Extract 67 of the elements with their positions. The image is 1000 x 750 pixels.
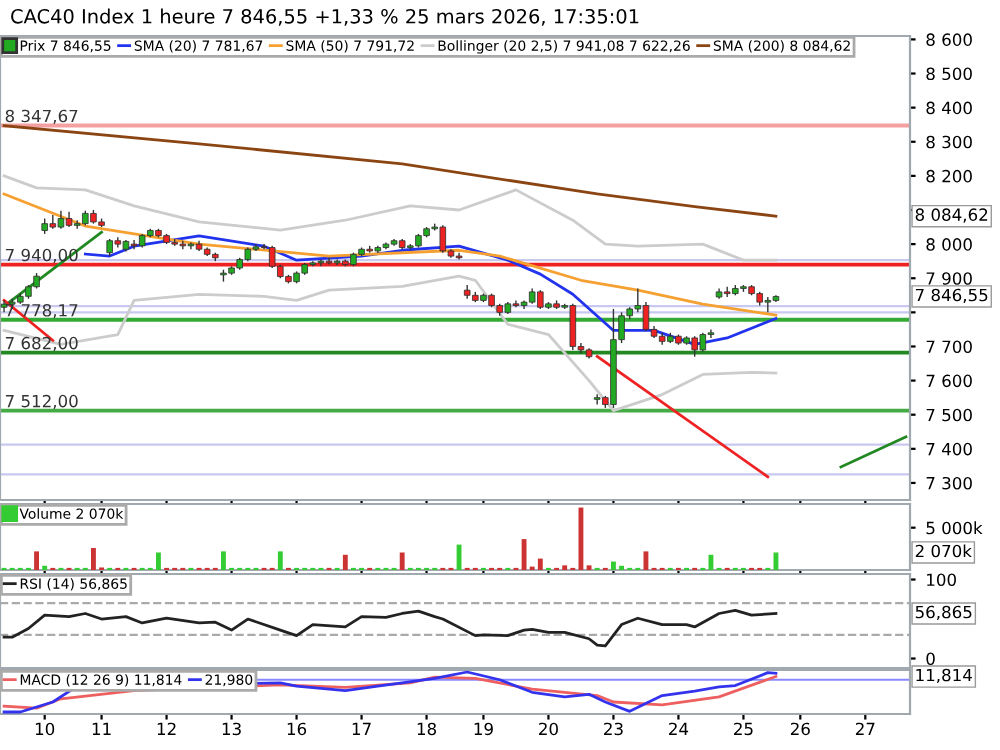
y-tick-label: 8 400 [926, 101, 972, 115]
x-tick-label: 12 [157, 722, 176, 735]
x-tick-label: 27 [855, 722, 875, 735]
bar [611, 561, 616, 570]
bar [156, 552, 161, 570]
line-series [2, 124, 778, 218]
line-series [2, 192, 778, 317]
y-tick-label: 8 600 [926, 33, 972, 46]
y-tick-label: 0 [926, 652, 935, 666]
candlestick [764, 296, 772, 314]
x-tick-label: 16 [287, 722, 307, 736]
candlestick [57, 209, 65, 230]
x-tick-label: 18 [417, 722, 437, 736]
ref-line-label: 8 347,67 [5, 109, 78, 124]
x-tick-label: 17 [352, 722, 371, 735]
y-tick-label: 7 900 [926, 272, 972, 285]
x-tick-label: 11 [92, 722, 111, 735]
y-tick-label: 8 200 [926, 169, 972, 183]
bar [91, 548, 96, 570]
y-tick-label: 8 300 [926, 135, 972, 149]
bar [399, 552, 405, 570]
y-tick-label: 7 500 [926, 408, 972, 422]
y-tick-label: 7 400 [926, 442, 972, 456]
x-tick-label: 13 [222, 722, 241, 736]
line-series [2, 174, 778, 262]
text: 2 070k [915, 544, 972, 558]
line-series [2, 608, 778, 648]
y-tick-label: 7 600 [926, 374, 972, 388]
bar [277, 551, 283, 570]
y-tick-label: 5 000k [926, 521, 983, 535]
ref-line-label: 7 682,00 [5, 336, 78, 352]
text: 7 846,55 [915, 288, 988, 304]
ref-line-label: 7 512,00 [5, 394, 78, 410]
bar [34, 551, 39, 570]
text: 56,865 [915, 605, 972, 621]
bar [773, 552, 779, 570]
text: 8 084,62 [915, 208, 988, 223]
x-tick-label: 25 [734, 722, 753, 736]
y-tick-label: 7 700 [926, 340, 972, 354]
ref-line-label: 7 778,17 [5, 303, 78, 319]
candlestick [0, 299, 8, 314]
x-tick-label: 10 [35, 722, 55, 736]
x-tick-label: 20 [539, 722, 558, 736]
bar [221, 551, 226, 570]
bar [342, 554, 348, 570]
x-tick-label: 24 [669, 722, 689, 735]
bar [537, 558, 543, 570]
line-series [2, 274, 778, 412]
text: 11,814 [916, 668, 972, 684]
candlestick [593, 393, 601, 406]
bar [708, 554, 714, 570]
y-tick-label: 8 000 [926, 238, 972, 251]
candlestick [49, 214, 57, 230]
candlestick [537, 289, 544, 310]
y-tick-label: 100 [927, 573, 956, 587]
chart-title: CAC40 Index 1 heure 7 846,55 +1,33 % 25 mars 2026, 17:35:01 [11, 8, 639, 26]
bar [578, 507, 584, 570]
y-tick-label: 7 300 [926, 476, 972, 490]
x-tick-label: 23 [604, 722, 623, 736]
candlestick [723, 286, 731, 298]
candlestick [569, 303, 577, 351]
candlestick [699, 332, 707, 353]
candlestick [691, 335, 698, 358]
x-tick-label: 26 [790, 722, 810, 736]
y-tick-label: 8 500 [926, 67, 972, 81]
x-tick-label: 19 [474, 722, 493, 736]
candlestick [439, 224, 447, 254]
